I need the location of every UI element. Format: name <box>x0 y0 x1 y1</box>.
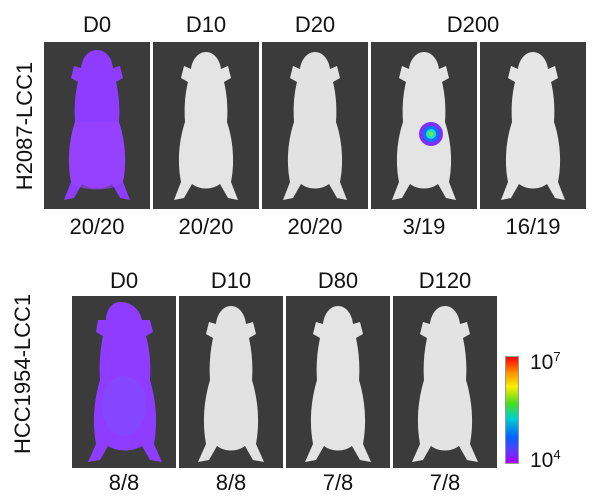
scale-min-label: 104 <box>530 447 561 472</box>
mouse-image-h2087-d0 <box>44 42 150 209</box>
mouse-silhouette <box>305 306 371 462</box>
mouse-image-h2087-d20 <box>262 42 368 209</box>
mouse-image-hcc1954-d0 <box>72 296 176 468</box>
ratio-r1-1: 20/20 <box>178 214 234 239</box>
ratio-r2-2: 7/8 <box>322 470 354 495</box>
ratio-r2-3: 7/8 <box>429 470 461 495</box>
mouse-silhouette <box>283 52 347 200</box>
mouse-silhouette <box>174 52 238 200</box>
mouse-silhouette <box>501 52 565 200</box>
scale-max-label: 107 <box>530 349 561 374</box>
day-label-r2-0: D0 <box>109 268 139 293</box>
mouse-silhouette <box>88 302 162 462</box>
mouse-image-hcc1954-d120 <box>393 296 497 468</box>
ratio-r1-0: 20/20 <box>69 214 125 239</box>
ratio-r1-2: 20/20 <box>287 214 343 239</box>
day-label-r1-2: D20 <box>294 12 336 37</box>
mouse-image-h2087-d10 <box>153 42 259 209</box>
mouse-silhouette <box>412 306 478 462</box>
mouse-image-h2087-d200-a <box>371 42 477 209</box>
mouse-silhouette <box>64 50 130 200</box>
mouse-image-hcc1954-d10 <box>179 296 283 468</box>
ratio-r2-1: 8/8 <box>215 470 247 495</box>
day-label-r1-1: D10 <box>185 12 227 37</box>
mouse-image-h2087-d200-b <box>480 42 586 209</box>
mouse-image-hcc1954-d80 <box>286 296 390 468</box>
color-scale-bar <box>505 356 519 464</box>
ratio-r1-4: 16/19 <box>505 214 561 239</box>
day-label-r1-3: D200 <box>446 12 500 37</box>
day-label-r2-3: D120 <box>418 268 472 293</box>
mouse-silhouette <box>392 52 456 200</box>
row-label-h2087: H2087-LCC1 <box>12 61 37 191</box>
row-label-hcc1954: HCC1954-LCC1 <box>10 293 35 454</box>
ratio-r2-0: 8/8 <box>108 470 140 495</box>
ratio-r1-3: 3/19 <box>402 214 446 239</box>
mouse-silhouette <box>198 306 264 462</box>
day-label-r2-1: D10 <box>210 268 252 293</box>
day-label-r1-0: D0 <box>82 12 112 37</box>
day-label-r2-2: D80 <box>317 268 359 293</box>
